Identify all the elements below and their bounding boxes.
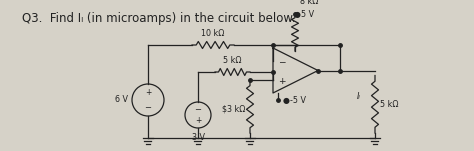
- Text: +: +: [278, 77, 285, 86]
- Text: ●-5 V: ●-5 V: [283, 96, 306, 106]
- Text: Iₗ: Iₗ: [357, 92, 361, 101]
- Text: −: −: [278, 57, 285, 66]
- Text: 3 V: 3 V: [192, 133, 206, 142]
- Text: 5 kΩ: 5 kΩ: [223, 56, 242, 65]
- Text: −: −: [145, 103, 152, 112]
- Text: 10 kΩ: 10 kΩ: [201, 29, 225, 38]
- Text: ●5 V: ●5 V: [294, 10, 314, 19]
- Text: +: +: [145, 88, 151, 97]
- Text: 6 V: 6 V: [115, 95, 128, 104]
- Text: Q3.  Find Iₗ (in microamps) in the circuit below.: Q3. Find Iₗ (in microamps) in the circui…: [22, 12, 296, 25]
- Text: +: +: [195, 116, 201, 125]
- Text: 5 kΩ: 5 kΩ: [380, 100, 399, 109]
- Text: −: −: [194, 105, 201, 114]
- Text: $3 kΩ: $3 kΩ: [222, 105, 245, 114]
- Text: 8 kΩ: 8 kΩ: [300, 0, 319, 6]
